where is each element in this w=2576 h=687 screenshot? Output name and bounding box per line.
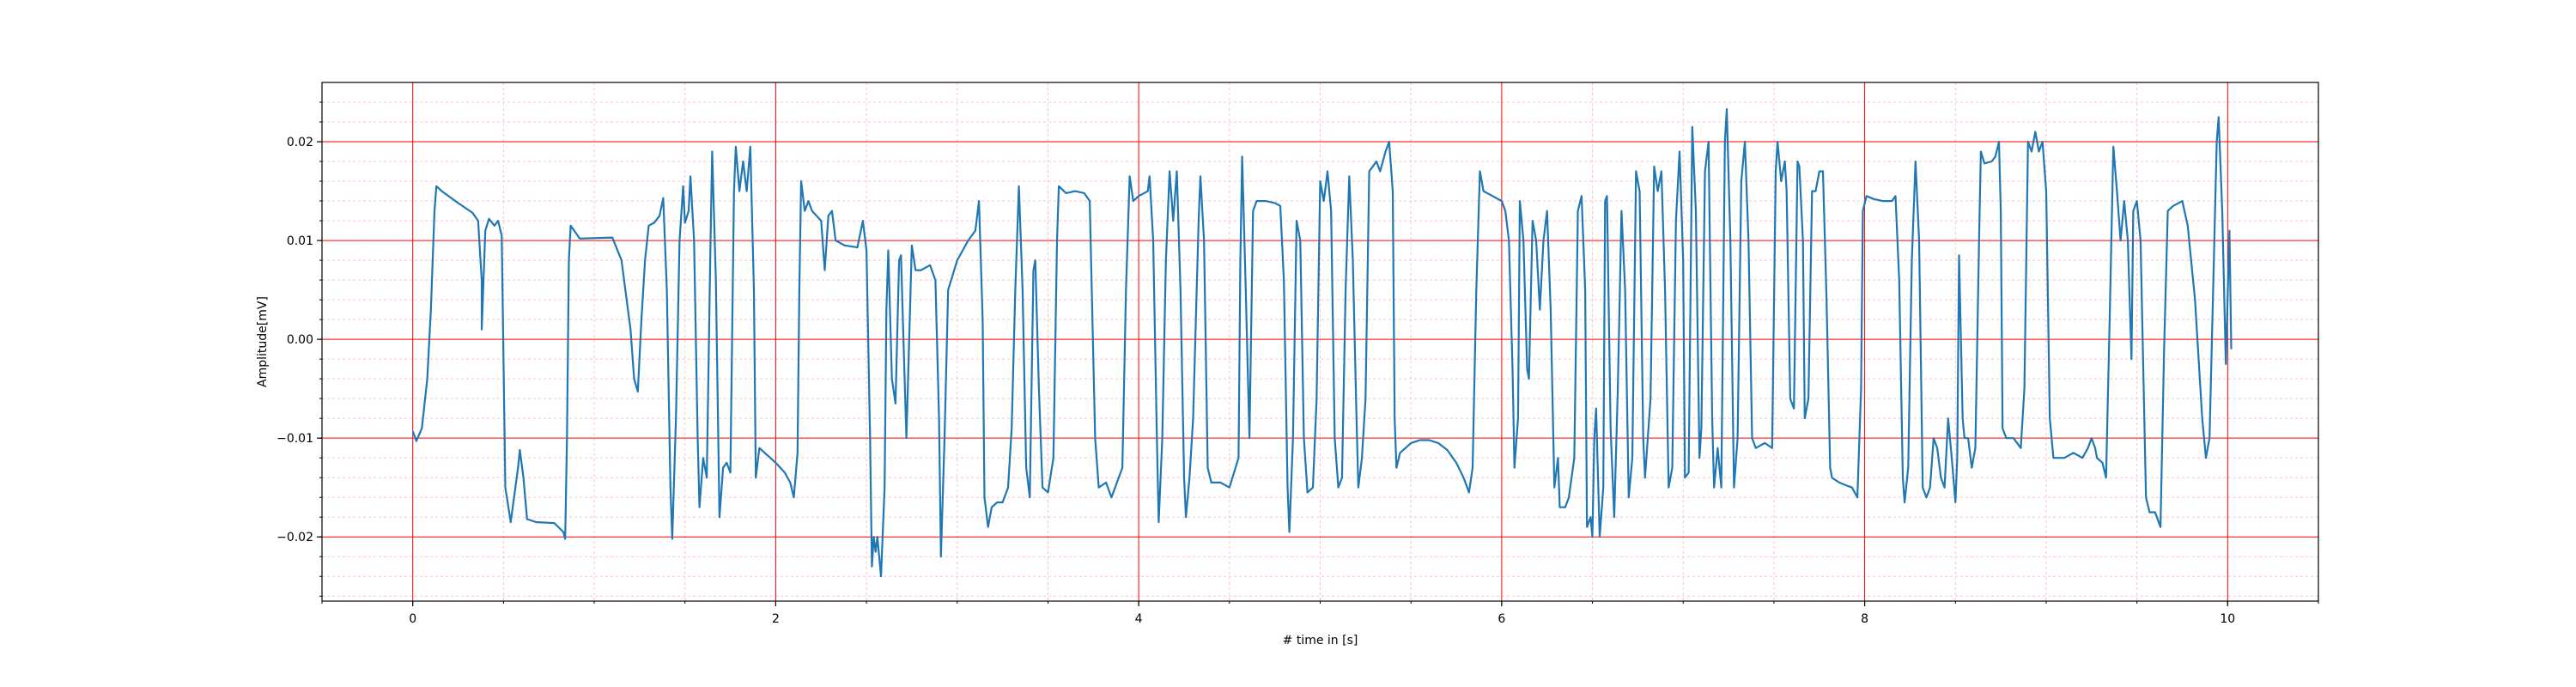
y-axis-ticks: −0.02 −0.01 0.00 0.01 0.02 xyxy=(276,101,322,597)
x-tick-label: 10 xyxy=(2220,612,2235,626)
x-axis-label: # time in [s] xyxy=(1283,634,1358,647)
x-tick-label: 6 xyxy=(1498,612,1505,626)
x-tick-label: 8 xyxy=(1861,612,1868,626)
y-tick-label: 0.00 xyxy=(287,333,313,347)
x-axis-ticks: 0 2 4 6 8 10 xyxy=(321,601,2319,626)
x-tick-label: 0 xyxy=(409,612,416,626)
x-tick-label: 4 xyxy=(1135,612,1143,626)
y-tick-label: 0.02 xyxy=(287,136,313,149)
series-line xyxy=(411,108,2233,578)
y-tick-label: −0.01 xyxy=(276,432,313,446)
y-axis-label: Amplitude[mV] xyxy=(256,296,270,387)
y-tick-label: −0.02 xyxy=(276,531,313,544)
x-tick-label: 2 xyxy=(772,612,780,626)
y-tick-label: 0.01 xyxy=(287,234,313,248)
major-grid xyxy=(322,82,2318,601)
minor-grid xyxy=(321,82,2319,601)
